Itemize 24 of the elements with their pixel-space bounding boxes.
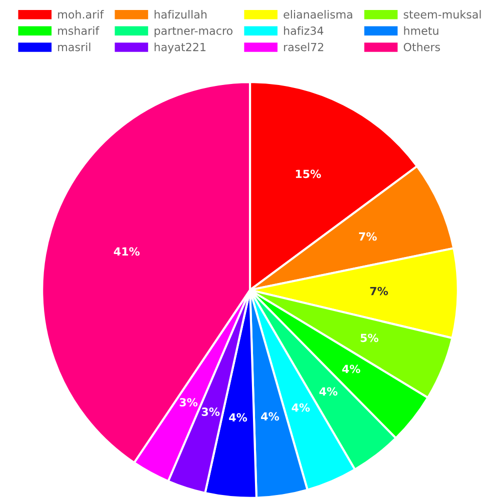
legend-label: hafiz34: [284, 26, 324, 35]
data-label: 15%: [296, 170, 321, 178]
data-label: 4%: [342, 364, 360, 374]
legend-label: hayat221: [154, 42, 206, 54]
data-label: 3%: [202, 408, 220, 416]
data-label: 7%: [359, 232, 377, 241]
data-label: 3%: [180, 398, 198, 406]
data-label: 4%: [229, 413, 248, 422]
legend-label: hafizullah: [154, 10, 206, 19]
legend-label: moh.arif: [58, 10, 104, 19]
legend-label: steem-muksal: [404, 10, 481, 19]
data-label: 41%: [114, 247, 140, 256]
legend-label: Others: [404, 42, 440, 52]
data-label: 4%: [261, 412, 280, 421]
legend-label: masril: [58, 42, 90, 52]
data-label: 4%: [292, 403, 310, 412]
data-label: 7%: [370, 286, 388, 296]
legend-label: hmetu: [404, 26, 438, 35]
legend-label: partner-macro: [154, 26, 232, 38]
legend-label: rasel72: [284, 42, 324, 52]
legend-label: elianaelisma: [284, 10, 352, 19]
data-label: 4%: [319, 387, 338, 396]
data-label: 5%: [360, 334, 378, 342]
legend-label: msharif: [58, 26, 100, 35]
